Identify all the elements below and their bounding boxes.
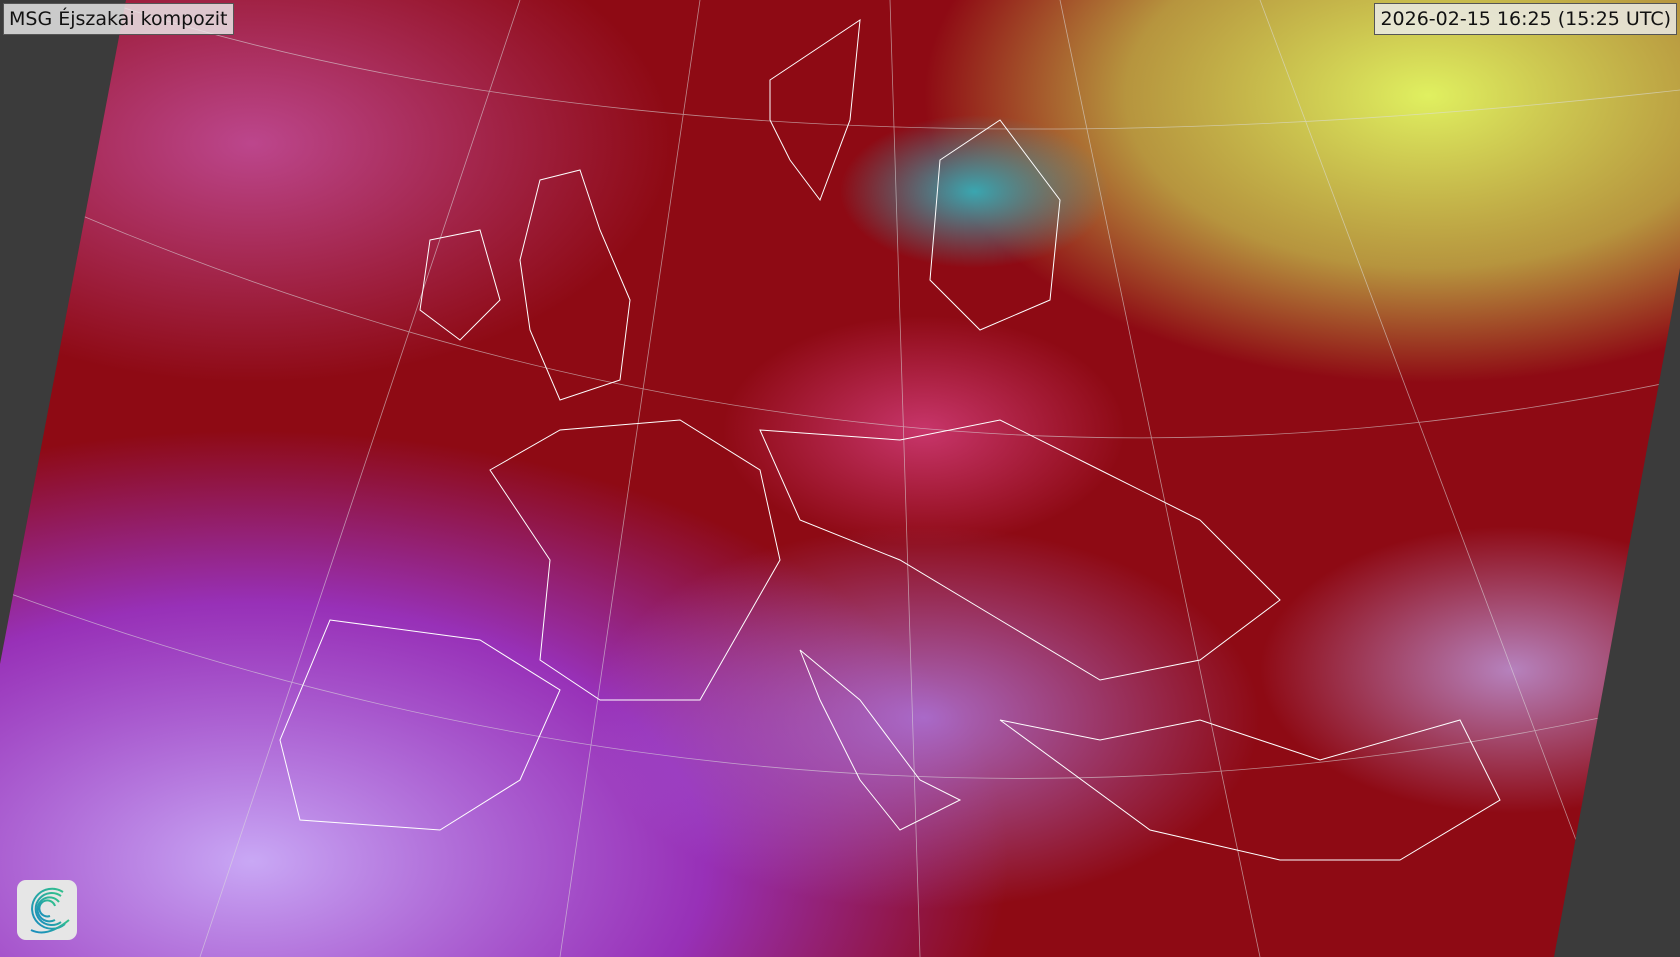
timestamp-label: 2026-02-15 16:25 (15:25 UTC) bbox=[1374, 3, 1677, 35]
coastlines-borders bbox=[279, 18, 1501, 861]
spiral-logo-icon bbox=[17, 880, 77, 940]
product-title: MSG Éjszakai kompozit bbox=[3, 3, 234, 35]
